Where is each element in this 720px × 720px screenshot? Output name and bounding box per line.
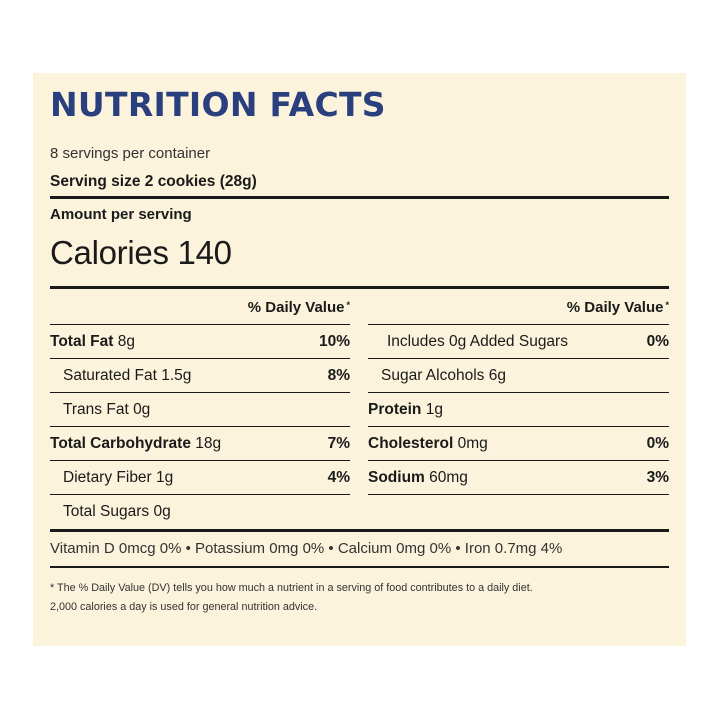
label-title: NUTRITION FACTS [50, 85, 386, 124]
row-divider [368, 426, 669, 428]
nutrient-row-sodium: Sodium 60mg 3% [368, 469, 669, 486]
amount-per-serving: Amount per serving [50, 206, 192, 223]
row-divider [368, 392, 669, 394]
divider-thin [50, 566, 669, 568]
nutrient-row-saturated-fat: Saturated Fat 1.5g 8% [63, 367, 350, 384]
daily-value-header-left: % Daily Value * [247, 299, 350, 316]
divider-thick [50, 196, 669, 199]
nutrient-row-trans-fat: Trans Fat 0g [63, 401, 151, 418]
row-divider [50, 426, 350, 428]
nutrient-row-added-sugars: Includes 0g Added Sugars 0% [387, 333, 669, 350]
row-divider [368, 358, 669, 360]
nutrient-row-total-fat: Total Fat 8g 10% [50, 333, 350, 350]
row-divider [368, 324, 669, 326]
nutrient-row-cholesterol: Cholesterol 0mg 0% [368, 435, 669, 452]
nutrient-row-sugar-alcohols: Sugar Alcohols 6g [381, 367, 506, 384]
nutrient-row-dietary-fiber: Dietary Fiber 1g 4% [63, 469, 350, 486]
row-divider [50, 324, 350, 326]
calories: Calories 140 [50, 234, 232, 271]
row-divider [50, 392, 350, 394]
daily-value-footnote: * The % Daily Value (DV) tells you how m… [50, 582, 533, 613]
divider-thick [50, 286, 669, 289]
divider-thick [50, 529, 669, 532]
nutrient-row-protein: Protein 1g [368, 401, 443, 418]
row-divider [368, 460, 669, 462]
row-divider [368, 494, 669, 496]
row-divider [50, 358, 350, 360]
row-divider [50, 460, 350, 462]
daily-value-header-right: % Daily Value * [566, 299, 669, 316]
serving-size: Serving size 2 cookies (28g) [50, 173, 257, 190]
nutrient-row-total-sugars: Total Sugars 0g [63, 503, 171, 520]
nutrient-row-total-carbohydrate: Total Carbohydrate 18g 7% [50, 435, 350, 452]
nutrition-facts-panel: NUTRITION FACTS 8 servings per container… [33, 73, 686, 646]
servings-per-container: 8 servings per container [50, 145, 211, 162]
row-divider [50, 494, 350, 496]
vitamins-minerals-line: Vitamin D 0mcg 0% • Potassium 0mg 0% • C… [50, 540, 563, 557]
